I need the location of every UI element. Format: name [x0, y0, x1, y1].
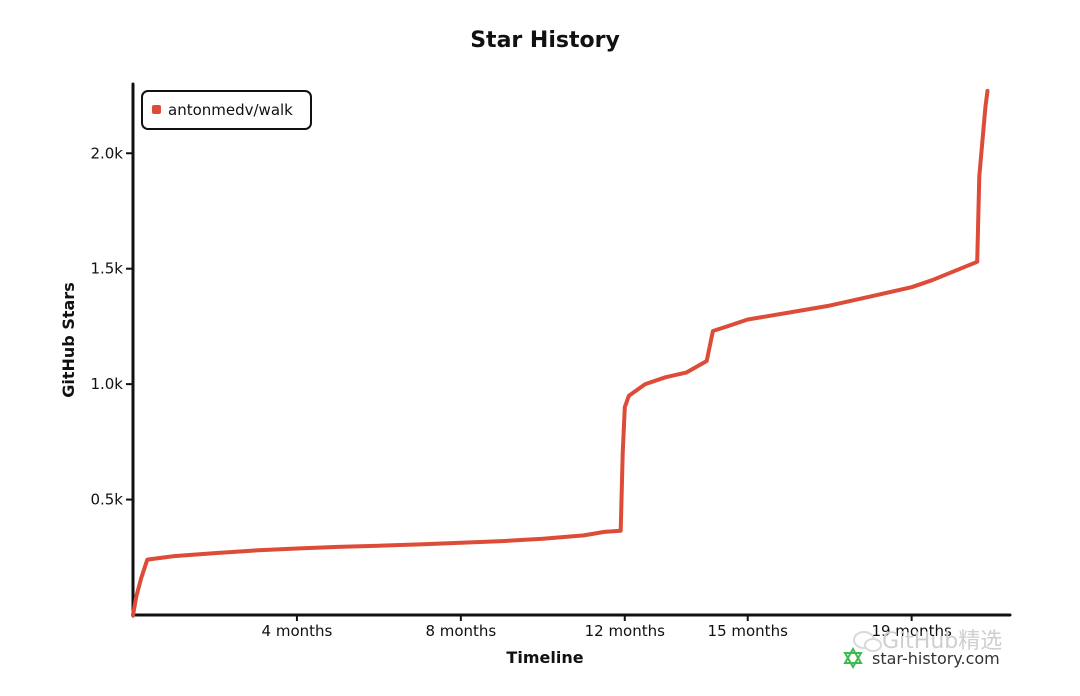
y-ticks: 0.5k 1.0k 1.5k 2.0k [90, 144, 133, 509]
x-tick-label: 8 months [425, 622, 496, 640]
y-axis-label: GitHub Stars [59, 282, 78, 397]
watermark-text: GitHub精选 [882, 629, 1002, 654]
legend-label: antonmedv/walk [168, 101, 293, 119]
axes [131, 82, 1012, 618]
wechat-icon [853, 631, 882, 652]
y-tick-label: 1.5k [90, 260, 123, 278]
star-history-logo-icon [843, 646, 863, 670]
x-tick-label: 12 months [585, 622, 666, 640]
legend-swatch [152, 105, 161, 114]
y-tick-label: 1.0k [90, 375, 123, 393]
brand: star-history.com GitHub精选 [843, 629, 1002, 670]
y-tick-label: 0.5k [90, 491, 123, 509]
site-name: star-history.com [872, 649, 1000, 668]
series-line-0 [131, 88, 990, 617]
legend-box [141, 90, 312, 130]
x-tick-label: 19 months [871, 622, 952, 640]
x-tick-label: 15 months [708, 622, 789, 640]
x-tick-label: 4 months [262, 622, 333, 640]
x-ticks: 4 months 8 months 12 months 15 months 19 mon… [262, 615, 952, 640]
legend: antonmedv/walk [141, 90, 312, 130]
x-axis-label: Timeline [506, 648, 583, 667]
series-layer [131, 88, 990, 617]
y-tick-label: 2.0k [90, 144, 123, 162]
chart-title: Star History [470, 28, 620, 53]
